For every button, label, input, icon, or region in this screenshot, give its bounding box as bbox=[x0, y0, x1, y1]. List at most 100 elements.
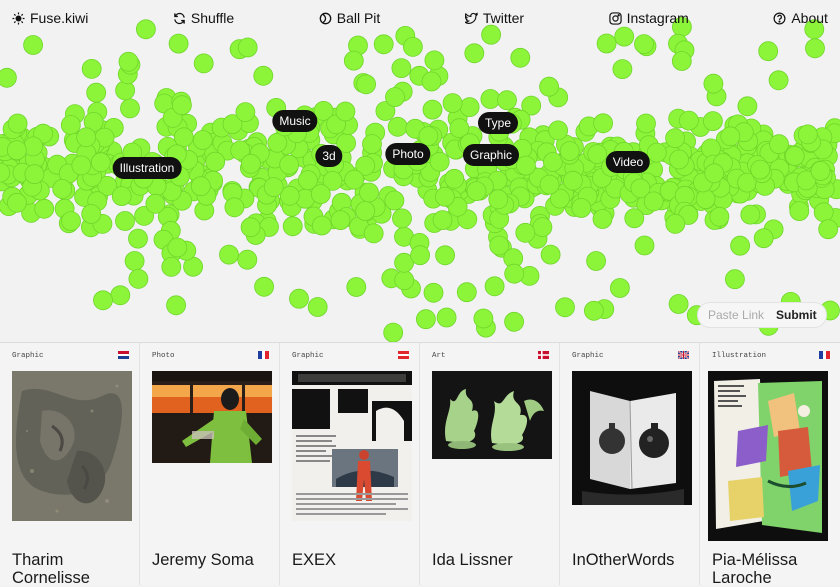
ball[interactable] bbox=[81, 59, 102, 79]
ball[interactable] bbox=[24, 164, 45, 185]
ball[interactable] bbox=[515, 222, 536, 243]
ball[interactable] bbox=[111, 186, 132, 207]
ball[interactable] bbox=[504, 263, 525, 284]
ball[interactable] bbox=[459, 97, 480, 117]
ball[interactable] bbox=[34, 198, 55, 219]
ball[interactable] bbox=[796, 170, 817, 191]
ball[interactable] bbox=[516, 155, 536, 176]
ball[interactable] bbox=[230, 140, 251, 161]
ball[interactable] bbox=[703, 73, 724, 94]
ball[interactable] bbox=[422, 99, 443, 120]
ball-pit-canvas[interactable] bbox=[0, 0, 840, 342]
ball-pit[interactable] bbox=[0, 0, 840, 342]
ball[interactable] bbox=[769, 134, 789, 155]
tag-3d[interactable]: 3d bbox=[315, 145, 343, 167]
ball[interactable] bbox=[118, 51, 139, 72]
ball[interactable] bbox=[90, 152, 111, 173]
ball[interactable] bbox=[668, 294, 689, 314]
ball[interactable] bbox=[330, 210, 351, 231]
ball[interactable] bbox=[279, 185, 300, 206]
ball[interactable] bbox=[193, 53, 214, 74]
ball[interactable] bbox=[720, 126, 741, 147]
shuffle-button[interactable]: Shuffle bbox=[173, 10, 234, 26]
ball[interactable] bbox=[539, 76, 559, 97]
ball[interactable] bbox=[385, 87, 405, 107]
ball[interactable] bbox=[584, 300, 604, 321]
ball[interactable] bbox=[418, 126, 439, 147]
ball[interactable] bbox=[480, 89, 501, 109]
ball[interactable] bbox=[253, 65, 274, 86]
ball[interactable] bbox=[571, 198, 592, 218]
ball[interactable] bbox=[704, 163, 725, 184]
ball[interactable] bbox=[6, 140, 27, 161]
ball[interactable] bbox=[543, 152, 563, 172]
ball[interactable] bbox=[789, 201, 810, 222]
ball[interactable] bbox=[671, 51, 692, 71]
ball[interactable] bbox=[115, 211, 135, 231]
ball[interactable] bbox=[128, 228, 148, 249]
paste-link-input[interactable] bbox=[706, 307, 776, 323]
ball[interactable] bbox=[161, 256, 182, 277]
ball[interactable] bbox=[665, 213, 686, 234]
ball[interactable] bbox=[363, 223, 384, 244]
ball[interactable] bbox=[362, 134, 382, 155]
ball[interactable] bbox=[434, 186, 455, 207]
ball[interactable] bbox=[449, 118, 470, 139]
ball[interactable] bbox=[343, 50, 364, 71]
ball[interactable] bbox=[703, 111, 723, 131]
ball[interactable] bbox=[436, 307, 457, 328]
ball[interactable] bbox=[222, 114, 243, 134]
ball[interactable] bbox=[124, 251, 145, 271]
ball[interactable] bbox=[429, 151, 450, 172]
submit-button[interactable]: Submit bbox=[776, 308, 823, 322]
card-exex[interactable]: Graphic bbox=[280, 343, 420, 585]
tag-type[interactable]: Type bbox=[477, 112, 519, 134]
ball[interactable] bbox=[634, 34, 654, 54]
ball[interactable] bbox=[282, 216, 303, 237]
ball[interactable] bbox=[166, 295, 187, 316]
ball[interactable] bbox=[481, 24, 502, 45]
ball[interactable] bbox=[384, 190, 405, 211]
ball[interactable] bbox=[279, 154, 300, 175]
ball[interactable] bbox=[423, 282, 444, 303]
ball[interactable] bbox=[630, 178, 651, 199]
ball[interactable] bbox=[383, 322, 404, 342]
twitter-link[interactable]: Twitter bbox=[464, 10, 524, 26]
ball[interactable] bbox=[394, 270, 415, 291]
ball[interactable] bbox=[145, 193, 166, 214]
ball[interactable] bbox=[484, 276, 505, 297]
ball[interactable] bbox=[168, 33, 189, 54]
ball[interactable] bbox=[643, 191, 664, 212]
ball[interactable] bbox=[646, 142, 667, 163]
ball[interactable] bbox=[563, 170, 583, 191]
ball[interactable] bbox=[489, 235, 510, 256]
ball[interactable] bbox=[237, 249, 258, 270]
ball[interactable] bbox=[310, 184, 331, 205]
ball[interactable] bbox=[435, 245, 456, 266]
ball[interactable] bbox=[464, 43, 485, 64]
ball[interactable] bbox=[346, 277, 367, 297]
ball[interactable] bbox=[205, 151, 226, 172]
ball[interactable] bbox=[818, 219, 839, 240]
ball[interactable] bbox=[410, 245, 431, 266]
ball[interactable] bbox=[466, 181, 487, 202]
ball[interactable] bbox=[725, 269, 745, 290]
ball[interactable] bbox=[634, 235, 655, 256]
about-link[interactable]: About bbox=[773, 10, 828, 26]
ball[interactable] bbox=[610, 278, 630, 298]
ball[interactable] bbox=[355, 155, 376, 176]
ball[interactable] bbox=[813, 202, 834, 223]
ball[interactable] bbox=[444, 168, 465, 189]
ball[interactable] bbox=[421, 71, 442, 92]
ball[interactable] bbox=[267, 132, 288, 153]
ball[interactable] bbox=[555, 297, 575, 318]
ball[interactable] bbox=[750, 159, 771, 180]
ball[interactable] bbox=[375, 101, 396, 121]
ball[interactable] bbox=[758, 41, 779, 62]
ball[interactable] bbox=[394, 252, 415, 273]
ball[interactable] bbox=[624, 208, 645, 229]
ball[interactable] bbox=[355, 201, 376, 221]
ball[interactable] bbox=[805, 38, 825, 59]
ball[interactable] bbox=[81, 204, 102, 224]
ball[interactable] bbox=[784, 146, 805, 166]
